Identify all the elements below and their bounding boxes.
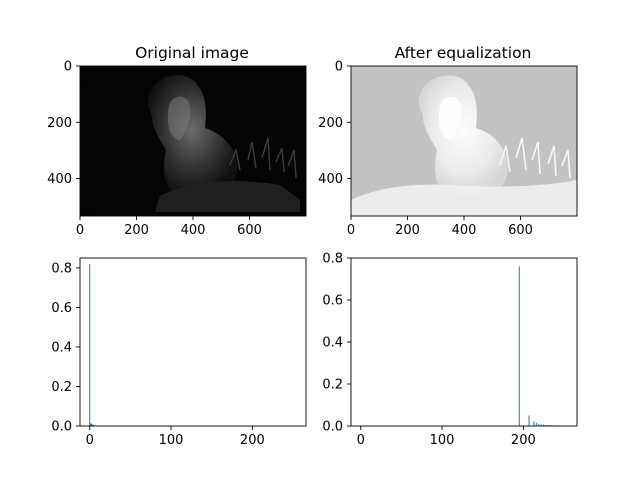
y-tick-label: 0.8 xyxy=(322,252,343,267)
y-tick-label: 0.4 xyxy=(322,336,343,351)
panel-title-equalized: After equalization xyxy=(395,44,532,62)
y-tick-label: 0.8 xyxy=(51,261,72,276)
x-tick-label: 400 xyxy=(452,223,477,238)
x-tick-label: 600 xyxy=(237,223,262,238)
histogram-bar xyxy=(535,422,537,426)
panel-histogram-equalized: 0 100 200 0.0 0.2 0.4 0.6 0.8 xyxy=(322,252,578,448)
x-tick-label: 0 xyxy=(347,223,355,238)
y-tick-label: 0.6 xyxy=(51,301,72,316)
x-tick-label: 100 xyxy=(430,433,455,448)
x-ticks-equalized: 0 200 400 600 xyxy=(347,216,533,238)
x-tick-label: 400 xyxy=(181,223,206,238)
histogram-bar xyxy=(518,266,520,426)
y-tick-label: 0 xyxy=(64,60,72,75)
axes-frame-hist-equalized xyxy=(350,257,578,427)
histogram-bar xyxy=(545,424,547,426)
histogram-bar xyxy=(528,415,530,426)
histogram-bar xyxy=(89,263,91,426)
histogram-bar xyxy=(538,423,540,426)
y-tick-label: 400 xyxy=(318,172,343,187)
y-tick-label: 0.0 xyxy=(322,420,343,435)
histogram-bar xyxy=(543,424,545,426)
histogram-bar xyxy=(540,424,542,426)
panel-title-original: Original image xyxy=(135,44,249,62)
x-tick-label: 0 xyxy=(357,433,365,448)
panel-after-equalization: After equalization 0 200 400 600 0 200 400 xyxy=(318,44,578,238)
y-tick-label: 0.6 xyxy=(322,294,343,309)
x-tick-label: 100 xyxy=(159,433,184,448)
axes-frame-hist-original xyxy=(79,257,307,427)
histogram-bar xyxy=(90,423,92,426)
x-tick-label: 200 xyxy=(240,433,265,448)
x-ticks-hist-equalized: 0 100 200 xyxy=(357,426,536,448)
original-image xyxy=(80,66,306,216)
histogram-bar xyxy=(533,421,535,426)
y-ticks-original: 0 200 400 xyxy=(47,60,80,187)
y-tick-label: 200 xyxy=(318,116,343,131)
histogram-bar xyxy=(91,424,93,426)
x-tick-label: 0 xyxy=(86,433,94,448)
y-ticks-equalized: 0 200 400 xyxy=(318,60,351,187)
x-ticks-hist-original: 0 100 200 xyxy=(86,426,265,448)
y-tick-label: 0.0 xyxy=(51,420,72,435)
y-ticks-hist-equalized: 0.0 0.2 0.4 0.6 0.8 xyxy=(322,252,351,435)
x-ticks-original: 0 200 400 600 xyxy=(76,216,262,238)
y-tick-label: 0.2 xyxy=(51,380,72,395)
y-tick-label: 0.4 xyxy=(51,340,72,355)
y-tick-label: 0 xyxy=(335,60,343,75)
y-ticks-hist-original: 0.0 0.2 0.4 0.6 0.8 xyxy=(51,261,80,435)
x-tick-label: 0 xyxy=(76,223,84,238)
y-tick-label: 200 xyxy=(47,116,72,131)
x-tick-label: 200 xyxy=(124,223,149,238)
x-tick-label: 600 xyxy=(508,223,533,238)
y-tick-label: 400 xyxy=(47,172,72,187)
bars-histogram-equalized xyxy=(518,266,563,427)
histogram-bar xyxy=(92,424,94,426)
y-tick-label: 0.2 xyxy=(322,378,343,393)
panel-original-image: Original image 0 200 400 600 0 200 400 xyxy=(47,44,307,238)
bars-histogram-original xyxy=(89,263,99,427)
histogram-bar xyxy=(548,424,550,426)
panel-histogram-original: 0 100 200 0.0 0.2 0.4 0.6 0.8 xyxy=(51,257,307,448)
x-tick-label: 200 xyxy=(511,433,536,448)
histogram-bar xyxy=(90,424,92,426)
equalized-image xyxy=(351,66,577,216)
x-tick-label: 200 xyxy=(395,223,420,238)
